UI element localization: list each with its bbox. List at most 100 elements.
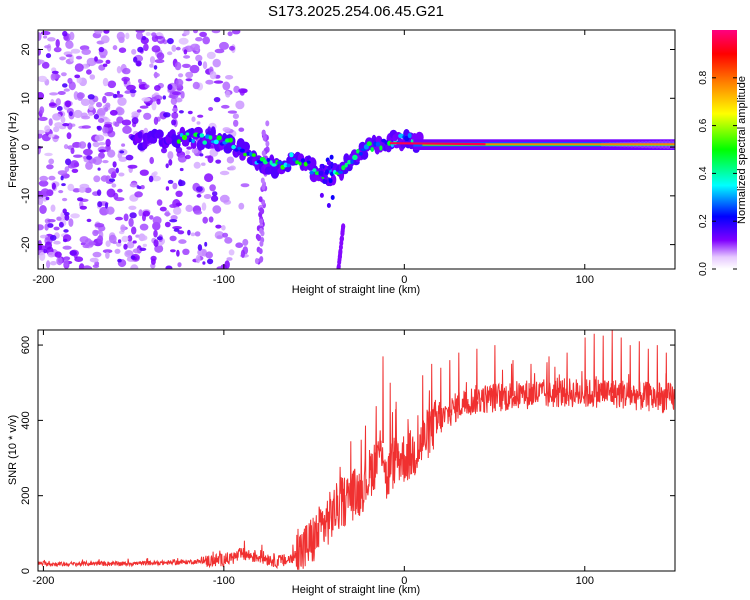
heatmap-cell (271, 163, 277, 167)
heatmap-cell (199, 153, 204, 157)
heatmap-cell (330, 195, 335, 200)
heatmap-cell (208, 216, 214, 223)
heatmap-cell (327, 165, 332, 171)
heatmap-cell (375, 141, 381, 147)
heatmap-cell (197, 114, 204, 118)
heatmap-cell (237, 146, 242, 150)
colorbar: 0.0 0.2 0.4 0.6 0.8 Normalized spectral ampl… (698, 30, 748, 276)
heatmap-cell (196, 121, 201, 125)
heatmap-cell (107, 149, 116, 158)
heatmap-cell (169, 235, 177, 242)
heatmap-cell (99, 206, 109, 216)
heatmap-cell (360, 149, 369, 160)
heatmap-cell (151, 34, 159, 43)
heatmap-cell (151, 258, 156, 265)
heatmap-cell (222, 81, 231, 91)
heatmap-cell (64, 100, 72, 108)
heatmap-cell (107, 80, 117, 89)
heatmap-cell (144, 84, 150, 89)
heatmap-cell (148, 175, 154, 183)
heatmap-cell (63, 88, 70, 92)
heatmap-cell (102, 160, 109, 164)
heatmap-cell (83, 265, 91, 269)
heatmap-cell (185, 132, 190, 136)
heatmap-cell (228, 249, 235, 256)
heatmap-cell (102, 77, 109, 87)
heatmap-cell (155, 129, 164, 139)
heatmap-cell (190, 232, 196, 237)
heatmap-cell (39, 205, 47, 214)
heatmap-cell (326, 160, 331, 166)
heatmap-cell (234, 148, 239, 152)
heatmap-cell (128, 205, 137, 210)
heatmap-cell (173, 206, 182, 215)
heatmap-cell (167, 179, 174, 184)
heatmap-cell (73, 154, 83, 158)
heatmap-cell (41, 61, 50, 69)
heatmap-cell (258, 248, 263, 255)
heatmap-cell (175, 190, 183, 197)
snr-y-axis-title: SNR (10 * v/v) (7, 415, 19, 485)
heatmap-cell (153, 72, 160, 78)
heatmap-cell (261, 150, 266, 157)
heatmap-cell (141, 35, 147, 41)
heatmap-cell (181, 134, 188, 141)
y-tick-label: 20 (20, 43, 32, 55)
heatmap-cell (109, 109, 118, 116)
heatmap-cell (71, 168, 79, 173)
heatmap-cell (70, 48, 81, 54)
heatmap-cell (44, 125, 51, 133)
heatmap-cell (323, 179, 328, 184)
heatmap-cell (184, 154, 191, 160)
heatmap-cell (97, 201, 103, 208)
heatmap-cell (232, 30, 241, 35)
heatmap-cell (224, 237, 233, 244)
heatmap-cell (50, 261, 57, 266)
heatmap-cell (89, 74, 96, 80)
heatmap-cell (62, 245, 72, 250)
heatmap-cell (341, 223, 346, 230)
heatmap-cell (292, 157, 296, 162)
heatmap-cell (178, 73, 184, 78)
heatmap-cell (121, 143, 126, 147)
heatmap-cell (139, 169, 149, 176)
heatmap-cell (48, 102, 57, 107)
heatmap-cell (115, 216, 123, 221)
heatmap-cell (178, 110, 184, 114)
heatmap-cell (98, 142, 106, 146)
heatmap-cell (75, 55, 83, 60)
heatmap-cell (62, 30, 68, 37)
y-tick-label: -20 (20, 237, 32, 253)
heatmap-cell (167, 151, 174, 160)
heatmap-cell (38, 132, 43, 139)
heatmap-cell (180, 91, 185, 99)
heatmap-cell (206, 51, 216, 60)
heatmap-cell (62, 123, 70, 127)
heatmap-cell (151, 101, 157, 111)
heatmap-cell (64, 214, 70, 221)
heatmap-cell (182, 248, 190, 255)
heatmap-cell (62, 238, 68, 243)
heatmap-cell (295, 160, 299, 165)
spectrogram-y-ticks: -20 -10 0 10 20 (20, 43, 675, 253)
heatmap-cell (76, 92, 85, 99)
heatmap-cell (130, 255, 136, 260)
heatmap-cell (98, 118, 105, 123)
heatmap-cell (43, 35, 48, 39)
heatmap-cell (202, 261, 206, 265)
heatmap-cell (189, 64, 200, 74)
heatmap-cell (132, 240, 137, 244)
heatmap-cell (212, 191, 218, 197)
heatmap-cell (167, 51, 173, 56)
heatmap-cell (197, 60, 202, 66)
heatmap-cell (150, 96, 158, 102)
heatmap-cell (73, 91, 79, 100)
heatmap-cell (251, 153, 256, 157)
heatmap-cell (156, 98, 161, 105)
heatmap-cell (164, 112, 168, 118)
heatmap-cell (38, 244, 43, 251)
heatmap-cell (47, 223, 54, 228)
heatmap-cell (221, 225, 226, 231)
heatmap-cell (67, 183, 75, 191)
heatmap-cell (83, 148, 93, 156)
